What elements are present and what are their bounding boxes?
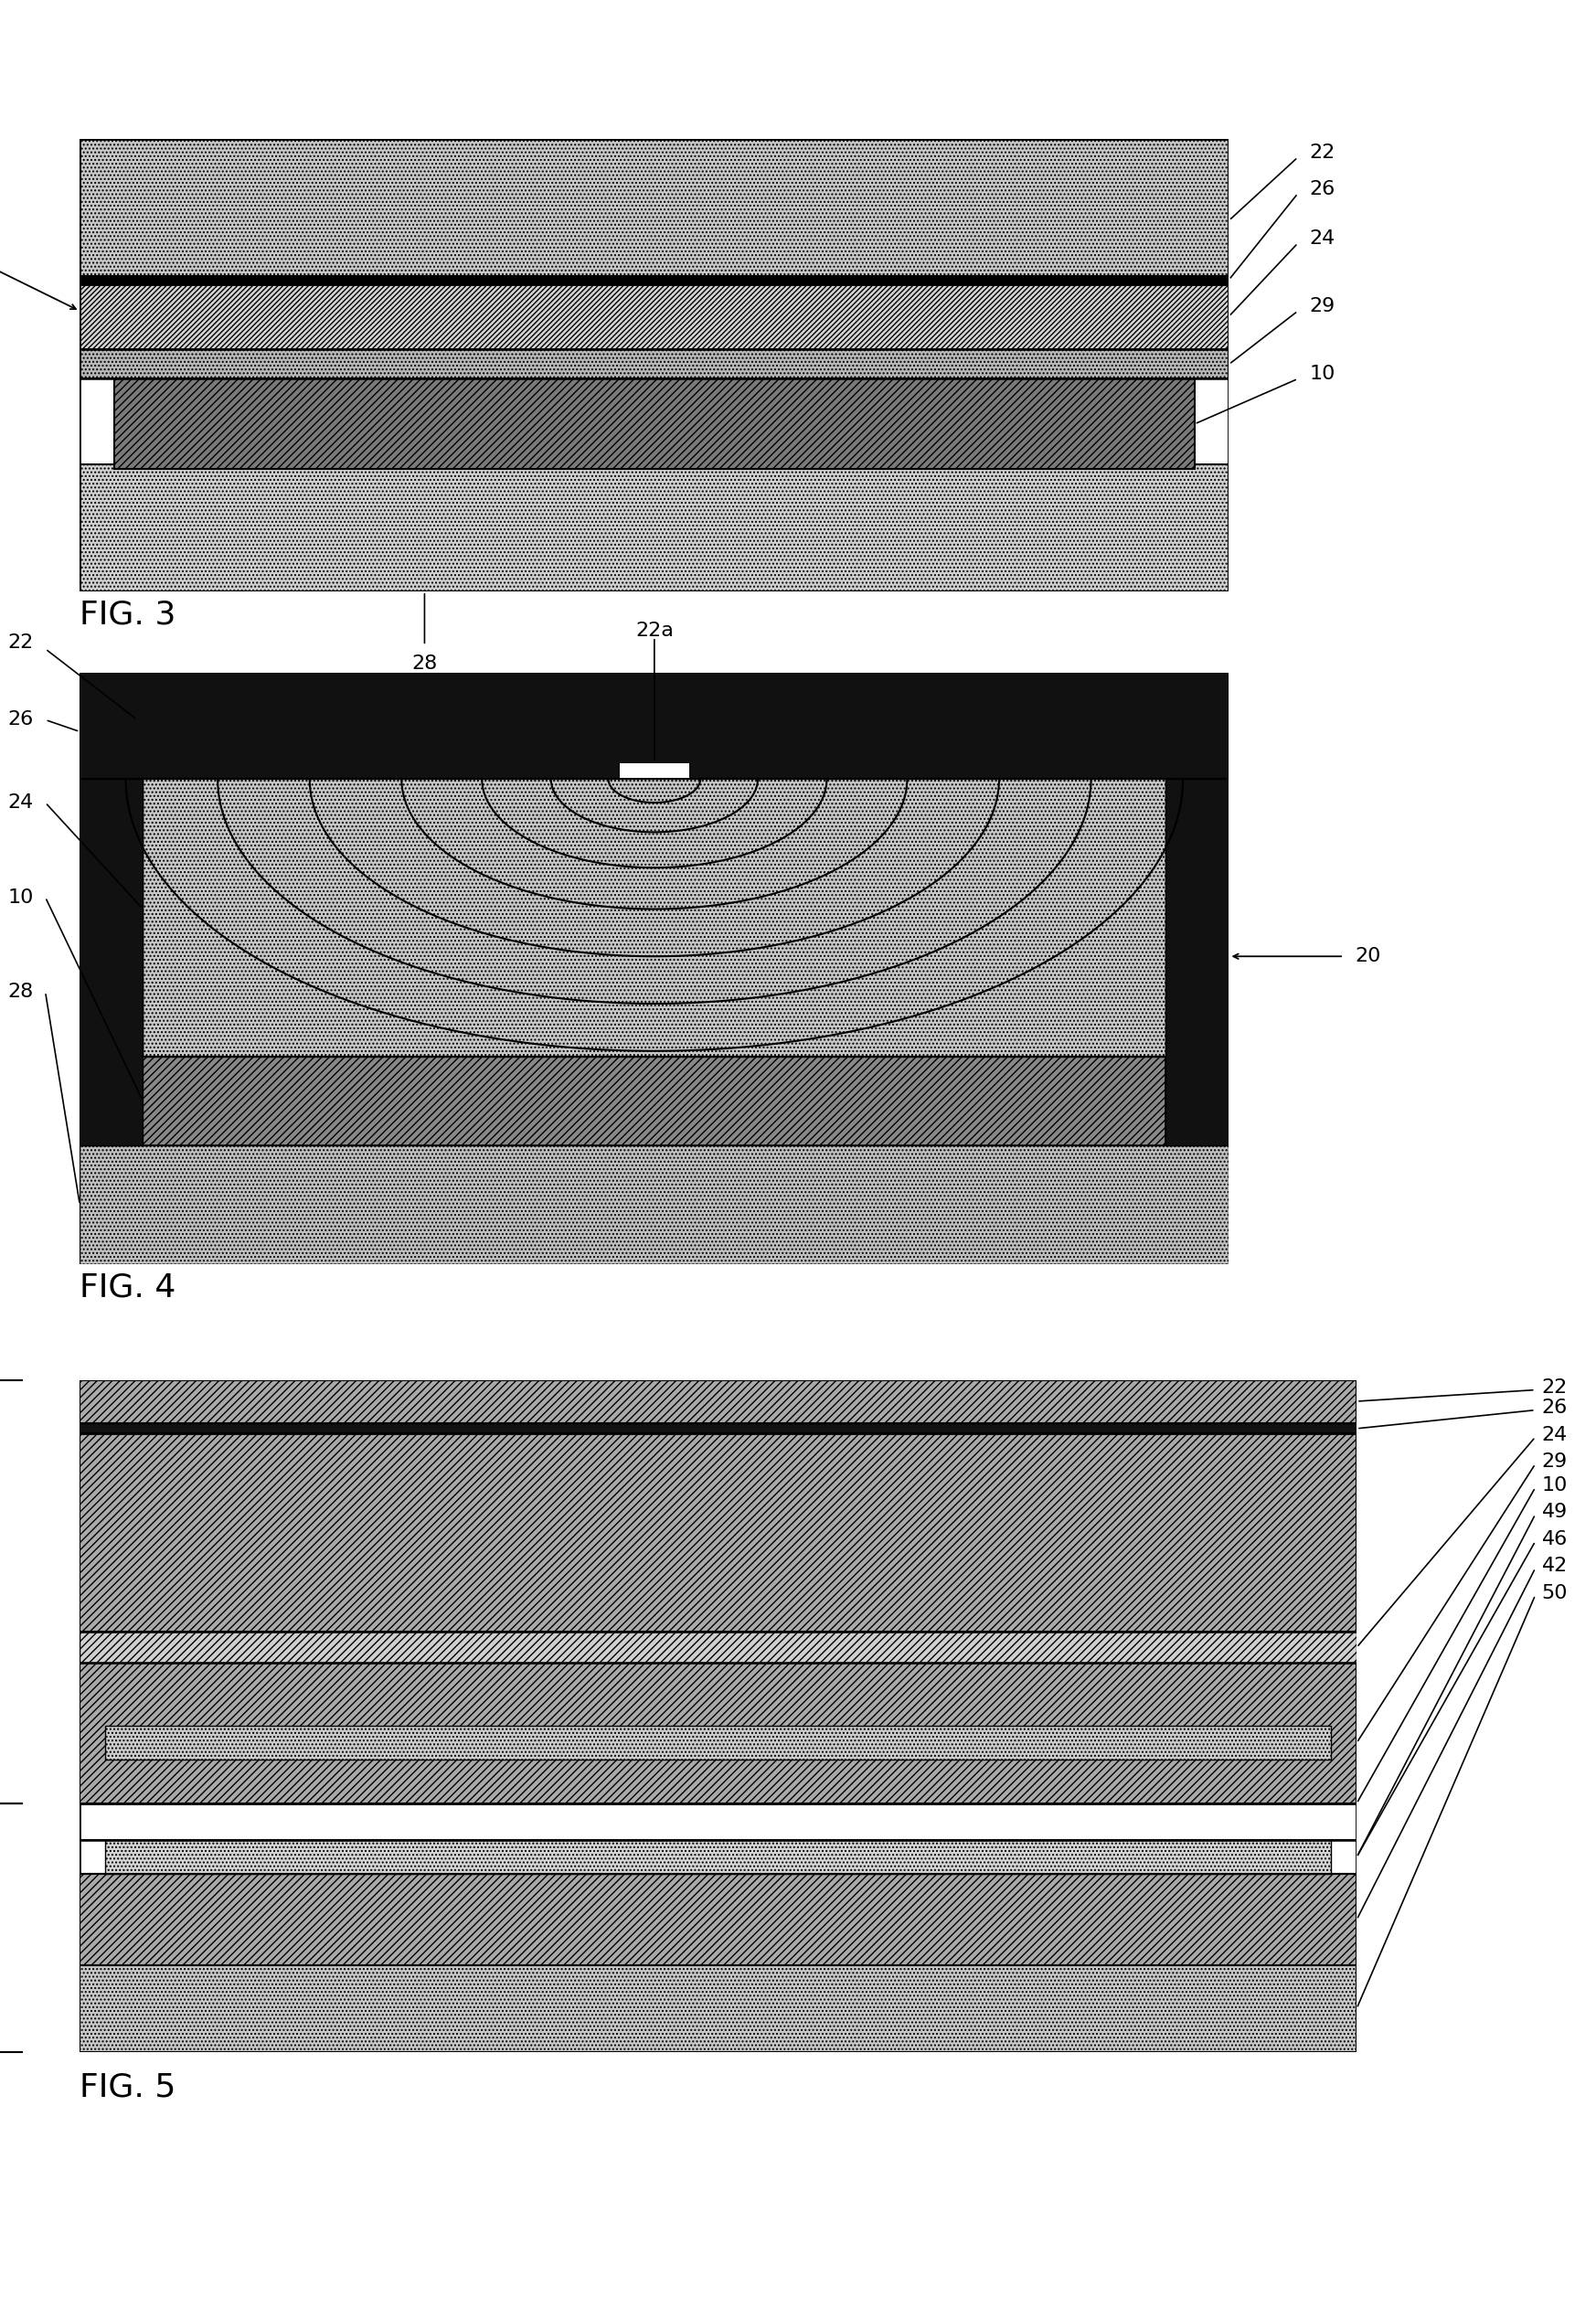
Bar [80, 139, 1229, 276]
Bar [80, 1633, 1357, 1663]
Bar [144, 1057, 1165, 1146]
Text: FIG. 4: FIG. 4 [80, 1271, 176, 1303]
Bar [80, 350, 1229, 378]
Text: 29: 29 [1542, 1452, 1567, 1470]
Bar [80, 1146, 1229, 1264]
Bar [115, 378, 1194, 468]
Text: 22a: 22a [635, 621, 674, 640]
Bar [80, 1964, 1357, 2052]
Text: 22: 22 [1542, 1380, 1567, 1396]
Text: 49: 49 [1542, 1503, 1567, 1521]
Bar [80, 1380, 1357, 1424]
Bar [80, 1874, 1357, 1964]
Text: 20: 20 [1355, 946, 1381, 965]
Bar [80, 1663, 1357, 1804]
Text: 46: 46 [1542, 1531, 1567, 1549]
Bar [80, 1134, 1229, 1264]
Bar [80, 1433, 1357, 1633]
Text: 10: 10 [8, 888, 34, 907]
Bar [80, 673, 1229, 779]
Text: 42: 42 [1542, 1556, 1567, 1575]
Text: 24: 24 [1309, 230, 1336, 248]
Bar [144, 779, 1165, 1057]
Text: 10: 10 [1309, 364, 1336, 383]
Text: 26: 26 [1542, 1398, 1567, 1417]
Bar [105, 1841, 1331, 1874]
Text: 22: 22 [8, 633, 34, 652]
Text: FIG. 5: FIG. 5 [80, 2071, 176, 2103]
Bar [80, 464, 1229, 591]
Bar [80, 1424, 1357, 1433]
Text: 26: 26 [1309, 181, 1336, 197]
Text: 28: 28 [412, 654, 437, 673]
Bar [619, 763, 689, 777]
Text: 50: 50 [1542, 1584, 1567, 1602]
Bar [80, 276, 1229, 283]
Bar [80, 283, 1229, 350]
Text: 10: 10 [1542, 1477, 1567, 1493]
Text: 26: 26 [8, 710, 34, 728]
Text: 29: 29 [1309, 297, 1336, 315]
Bar [80, 779, 144, 1146]
Bar [144, 779, 1165, 1146]
Bar [105, 1725, 1331, 1760]
Text: FIG. 3: FIG. 3 [80, 598, 176, 631]
Text: 28: 28 [8, 983, 34, 1002]
Text: 24: 24 [1542, 1426, 1567, 1445]
Text: 24: 24 [8, 793, 34, 812]
Text: 22: 22 [1309, 144, 1336, 162]
Bar [1165, 779, 1229, 1146]
